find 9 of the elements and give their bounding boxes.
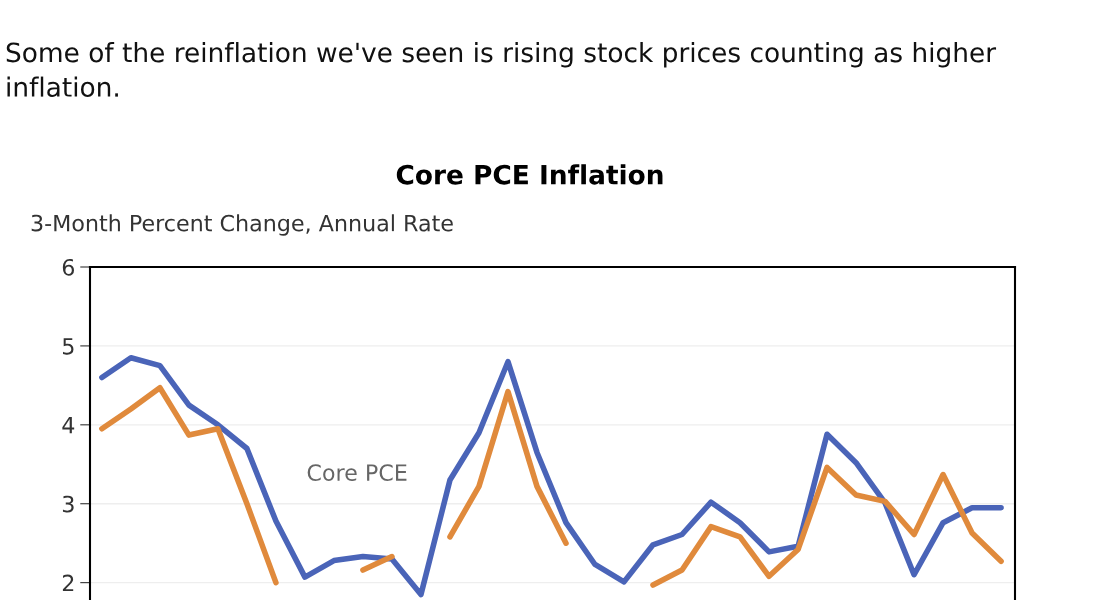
text: Some of the reinflation we've seen is rising stock prices counting as higher inflation. bbox=[6, 42, 997, 97]
y-tick-label: 3 bbox=[62, 495, 74, 513]
y-tick-label: 4 bbox=[62, 417, 75, 434]
y-tick-label: 2 bbox=[62, 574, 74, 592]
chart-title: Core PCE Inflation bbox=[396, 164, 663, 185]
y-axis-title: 3-Month Percent Change, Annual Rate bbox=[31, 214, 453, 236]
series-label: Core PCE bbox=[307, 464, 407, 481]
y-tick-label: 6 bbox=[62, 258, 75, 276]
y-tick-label: 5 bbox=[62, 338, 74, 355]
